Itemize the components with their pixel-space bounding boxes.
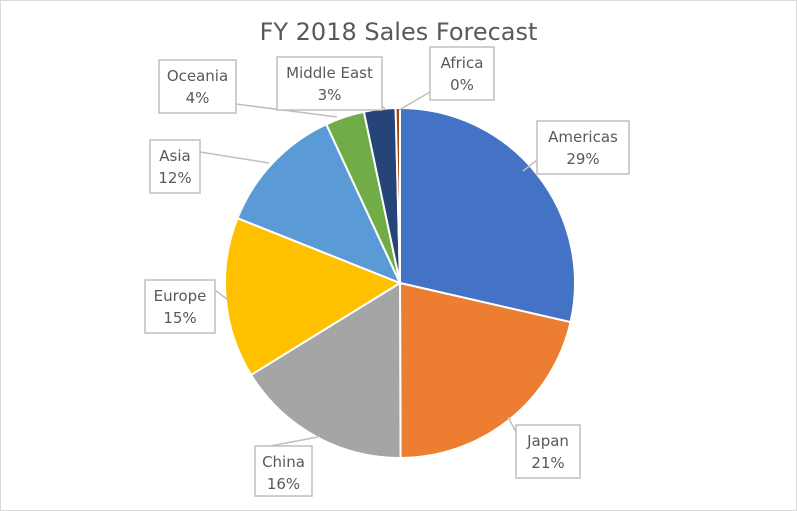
label-category: Japan xyxy=(526,432,569,450)
data-labels: Americas 29% Japan 21% China 16% Europe 15% Asia… xyxy=(144,46,630,497)
pie-slice-asia[interactable] xyxy=(236,122,402,285)
data-label-americas[interactable]: Americas 29% xyxy=(522,120,630,175)
callout-box xyxy=(429,46,495,101)
pie-slices xyxy=(224,106,576,460)
leader-line xyxy=(398,91,431,111)
data-label-europe[interactable]: Europe 15% xyxy=(144,279,229,334)
callout-box xyxy=(158,59,237,114)
data-label-china[interactable]: China 16% xyxy=(254,436,319,497)
leader-line xyxy=(522,159,538,172)
callout-box xyxy=(536,120,630,175)
leader-line xyxy=(507,416,517,433)
pie-slice-africa[interactable] xyxy=(394,106,401,284)
label-percent: 21% xyxy=(531,454,564,472)
leader-line xyxy=(269,436,319,447)
label-percent: 4% xyxy=(186,89,210,107)
label-category: Europe xyxy=(154,287,207,305)
label-percent: 29% xyxy=(566,150,599,168)
label-category: Oceania xyxy=(167,67,228,85)
pie-slice-china[interactable] xyxy=(249,281,402,459)
callout-box xyxy=(254,445,313,497)
callout-box xyxy=(144,279,216,334)
chart-title: FY 2018 Sales Forecast xyxy=(259,18,538,46)
data-label-oceania[interactable]: Oceania 4% xyxy=(158,59,338,118)
label-category: Asia xyxy=(159,147,190,165)
data-label-africa[interactable]: Africa 0% xyxy=(398,46,495,111)
label-category: Middle East xyxy=(286,64,373,82)
leader-line xyxy=(199,151,270,164)
callout-box xyxy=(515,424,581,479)
label-category: Africa xyxy=(441,54,484,72)
label-percent: 12% xyxy=(158,169,191,187)
data-label-japan[interactable]: Japan 21% xyxy=(507,416,581,479)
label-percent: 15% xyxy=(163,309,196,327)
data-label-middle-east[interactable]: Middle East 3% xyxy=(276,56,387,111)
label-category: China xyxy=(262,453,305,471)
label-category: Americas xyxy=(548,128,618,146)
label-percent: 0% xyxy=(450,76,474,94)
data-label-asia[interactable]: Asia 12% xyxy=(149,139,270,194)
callout-box xyxy=(276,56,383,111)
callout-box xyxy=(149,139,201,194)
leader-line xyxy=(214,289,229,301)
label-percent: 3% xyxy=(318,86,342,104)
label-percent: 16% xyxy=(267,475,300,493)
